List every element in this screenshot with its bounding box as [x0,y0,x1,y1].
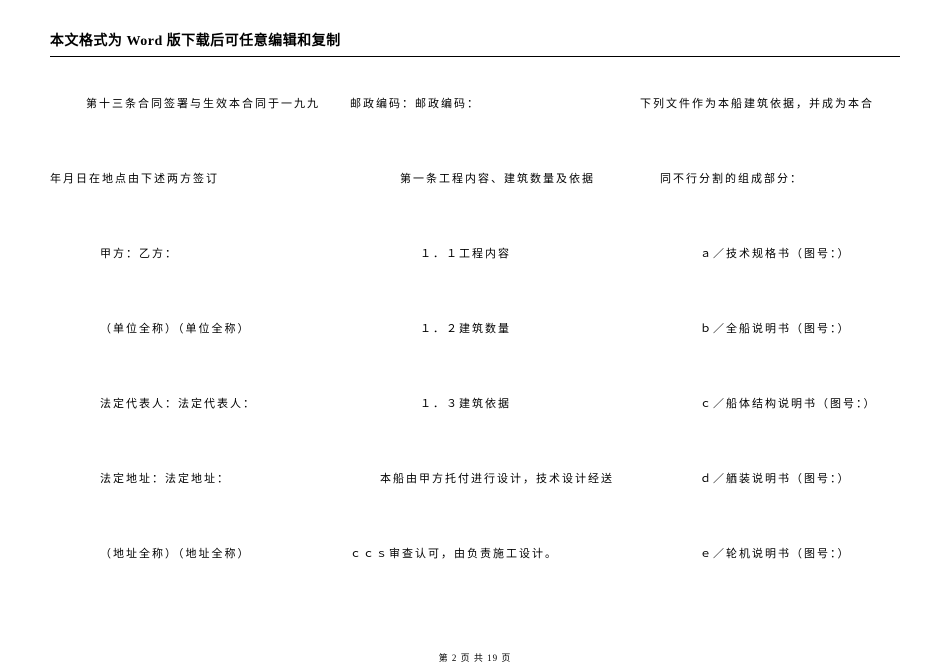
text-cell: 法定代表人：法定代表人： [100,395,256,411]
column-2: 邮政编码：邮政编码： 第一条工程内容、建筑数量及依据 １．１工程内容 １．２建筑… [350,95,620,620]
col2-row4: １．２建筑数量 [350,320,620,395]
text-cell: 同不行分割的组成部分： [660,170,803,186]
text-cell: ａ／技术规格书（图号：） [700,245,851,261]
col1-row4: （单位全称）（单位全称） [50,320,330,395]
header-title: 本文格式为 Word 版下载后可任意编辑和复制 [50,34,341,49]
text-cell: ｃ／船体结构说明书（图号：） [700,395,877,411]
col1-row7: （地址全称）（地址全称） [50,545,330,620]
col3-row6: ｄ／舾装说明书（图号：） [640,470,900,545]
text-cell: 邮政编码：邮政编码： [350,95,480,111]
footer-text: 第 2 页 共 19 页 [439,653,512,663]
col3-row7: ｅ／轮机说明书（图号：） [640,545,900,620]
text-cell: 甲方：乙方： [100,245,178,261]
col3-row1: 下列文件作为本船建筑依据，并成为本合 [640,95,900,170]
col2-row2: 第一条工程内容、建筑数量及依据 [350,170,620,245]
col3-row4: ｂ／全船说明书（图号：） [640,320,900,395]
col3-row3: ａ／技术规格书（图号：） [640,245,900,320]
page-header: 本文格式为 Word 版下载后可任意编辑和复制 [50,30,900,57]
text-cell: ｃｃｓ审查认可，由负责施工设计。 [350,545,558,561]
text-cell: 法定地址：法定地址： [100,470,230,486]
col1-row1: 第十三条合同签署与生效本合同于一九九 [50,95,330,170]
text-cell: 第一条工程内容、建筑数量及依据 [400,170,595,186]
text-cell: （地址全称）（地址全称） [100,545,251,561]
text-cell: ｅ／轮机说明书（图号：） [700,545,851,561]
col2-row6: 本船由甲方托付进行设计，技术设计经送 [350,470,620,545]
text-cell: （单位全称）（单位全称） [100,320,251,336]
col2-row1: 邮政编码：邮政编码： [350,95,620,170]
text-cell: ｂ／全船说明书（图号：） [700,320,851,336]
text-cell: 本船由甲方托付进行设计，技术设计经送 [380,470,614,486]
text-cell: 第十三条合同签署与生效本合同于一九九 [86,95,320,111]
col2-row3: １．１工程内容 [350,245,620,320]
col3-row5: ｃ／船体结构说明书（图号：） [640,395,900,470]
page-footer: 第 2 页 共 19 页 [0,651,950,664]
text-cell: 下列文件作为本船建筑依据，并成为本合 [640,95,874,111]
text-cell: １．３建筑依据 [420,395,511,411]
col2-row7: ｃｃｓ审查认可，由负责施工设计。 [350,545,620,620]
col1-row6: 法定地址：法定地址： [50,470,330,545]
col1-row3: 甲方：乙方： [50,245,330,320]
col1-row2: 年月日在地点由下述两方签订 [50,170,330,245]
text-cell: ｄ／舾装说明书（图号：） [700,470,851,486]
column-3: 下列文件作为本船建筑依据，并成为本合 同不行分割的组成部分： ａ／技术规格书（图… [640,95,900,620]
col2-row5: １．３建筑依据 [350,395,620,470]
col1-row5: 法定代表人：法定代表人： [50,395,330,470]
text-cell: １．２建筑数量 [420,320,511,336]
col3-row2: 同不行分割的组成部分： [640,170,900,245]
column-1: 第十三条合同签署与生效本合同于一九九 年月日在地点由下述两方签订 甲方：乙方： … [50,95,330,620]
text-cell: 年月日在地点由下述两方签订 [50,170,219,186]
content-area: 第十三条合同签署与生效本合同于一九九 年月日在地点由下述两方签订 甲方：乙方： … [50,95,900,620]
text-cell: １．１工程内容 [420,245,511,261]
